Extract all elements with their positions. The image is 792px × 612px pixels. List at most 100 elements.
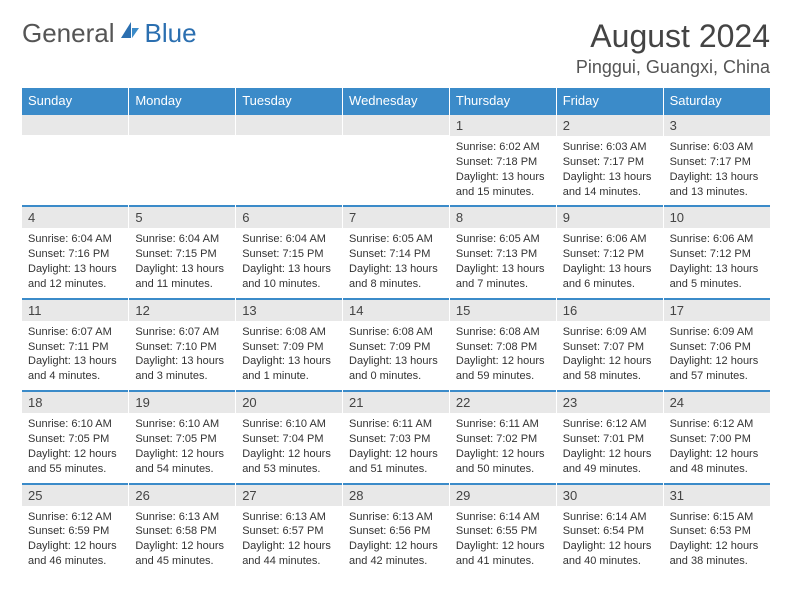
calendar-day-cell: 30Sunrise: 6:14 AMSunset: 6:54 PMDayligh… — [556, 483, 663, 575]
sunrise-line: Sunrise: 6:04 AM — [242, 232, 336, 247]
daylight-line: Daylight: 12 hours and 45 minutes. — [135, 539, 229, 569]
calendar-day-cell: 20Sunrise: 6:10 AMSunset: 7:04 PMDayligh… — [236, 390, 343, 482]
title-block: August 2024 Pinggui, Guangxi, China — [576, 18, 770, 78]
day-details: Sunrise: 6:04 AMSunset: 7:15 PMDaylight:… — [129, 228, 235, 297]
day-number: 23 — [557, 390, 663, 413]
day-details: Sunrise: 6:10 AMSunset: 7:05 PMDaylight:… — [22, 413, 128, 482]
day-details: Sunrise: 6:05 AMSunset: 7:13 PMDaylight:… — [450, 228, 556, 297]
sunset-line: Sunset: 7:17 PM — [670, 155, 764, 170]
day-details: Sunrise: 6:10 AMSunset: 7:04 PMDaylight:… — [236, 413, 342, 482]
sail-icon — [119, 18, 141, 49]
column-header: Wednesday — [343, 88, 450, 113]
calendar-day-cell: 5Sunrise: 6:04 AMSunset: 7:15 PMDaylight… — [129, 205, 236, 297]
day-details: Sunrise: 6:12 AMSunset: 7:01 PMDaylight:… — [557, 413, 663, 482]
day-number: 3 — [664, 113, 770, 136]
sunrise-line: Sunrise: 6:11 AM — [349, 417, 443, 432]
sunrise-line: Sunrise: 6:14 AM — [563, 510, 657, 525]
daylight-line: Daylight: 13 hours and 15 minutes. — [456, 170, 550, 200]
sunset-line: Sunset: 7:14 PM — [349, 247, 443, 262]
empty-day-header — [22, 113, 128, 135]
sunset-line: Sunset: 7:18 PM — [456, 155, 550, 170]
logo-text-blue: Blue — [145, 18, 197, 49]
day-details: Sunrise: 6:13 AMSunset: 6:57 PMDaylight:… — [236, 506, 342, 575]
calendar-day-cell: 8Sunrise: 6:05 AMSunset: 7:13 PMDaylight… — [449, 205, 556, 297]
calendar-day-cell: 28Sunrise: 6:13 AMSunset: 6:56 PMDayligh… — [343, 483, 450, 575]
daylight-line: Daylight: 13 hours and 1 minute. — [242, 354, 336, 384]
daylight-line: Daylight: 12 hours and 41 minutes. — [456, 539, 550, 569]
sunset-line: Sunset: 7:01 PM — [563, 432, 657, 447]
logo-text-general: General — [22, 18, 115, 49]
column-header: Monday — [129, 88, 236, 113]
sunset-line: Sunset: 7:05 PM — [28, 432, 122, 447]
sunset-line: Sunset: 6:54 PM — [563, 524, 657, 539]
day-details: Sunrise: 6:14 AMSunset: 6:55 PMDaylight:… — [450, 506, 556, 575]
day-number: 11 — [22, 298, 128, 321]
daylight-line: Daylight: 13 hours and 10 minutes. — [242, 262, 336, 292]
daylight-line: Daylight: 12 hours and 53 minutes. — [242, 447, 336, 477]
day-details: Sunrise: 6:12 AMSunset: 7:00 PMDaylight:… — [664, 413, 770, 482]
calendar-day-cell: 25Sunrise: 6:12 AMSunset: 6:59 PMDayligh… — [22, 483, 129, 575]
day-details: Sunrise: 6:10 AMSunset: 7:05 PMDaylight:… — [129, 413, 235, 482]
day-number: 9 — [557, 205, 663, 228]
sunset-line: Sunset: 7:16 PM — [28, 247, 122, 262]
day-number: 31 — [664, 483, 770, 506]
sunrise-line: Sunrise: 6:08 AM — [456, 325, 550, 340]
calendar-week-row: 11Sunrise: 6:07 AMSunset: 7:11 PMDayligh… — [22, 298, 770, 390]
sunrise-line: Sunrise: 6:06 AM — [563, 232, 657, 247]
daylight-line: Daylight: 13 hours and 12 minutes. — [28, 262, 122, 292]
daylight-line: Daylight: 13 hours and 5 minutes. — [670, 262, 764, 292]
sunrise-line: Sunrise: 6:09 AM — [670, 325, 764, 340]
day-details: Sunrise: 6:06 AMSunset: 7:12 PMDaylight:… — [557, 228, 663, 297]
sunrise-line: Sunrise: 6:07 AM — [28, 325, 122, 340]
calendar-day-cell: 15Sunrise: 6:08 AMSunset: 7:08 PMDayligh… — [449, 298, 556, 390]
empty-day-header — [343, 113, 449, 135]
day-number: 1 — [450, 113, 556, 136]
calendar-day-cell: 26Sunrise: 6:13 AMSunset: 6:58 PMDayligh… — [129, 483, 236, 575]
calendar-table: SundayMondayTuesdayWednesdayThursdayFrid… — [22, 88, 770, 575]
day-number: 4 — [22, 205, 128, 228]
calendar-day-cell: 1Sunrise: 6:02 AMSunset: 7:18 PMDaylight… — [449, 113, 556, 205]
calendar-day-cell: 21Sunrise: 6:11 AMSunset: 7:03 PMDayligh… — [343, 390, 450, 482]
sunrise-line: Sunrise: 6:08 AM — [242, 325, 336, 340]
day-details: Sunrise: 6:08 AMSunset: 7:08 PMDaylight:… — [450, 321, 556, 390]
sunrise-line: Sunrise: 6:09 AM — [563, 325, 657, 340]
daylight-line: Daylight: 12 hours and 38 minutes. — [670, 539, 764, 569]
sunset-line: Sunset: 7:08 PM — [456, 340, 550, 355]
sunset-line: Sunset: 7:09 PM — [242, 340, 336, 355]
day-details: Sunrise: 6:12 AMSunset: 6:59 PMDaylight:… — [22, 506, 128, 575]
day-details: Sunrise: 6:09 AMSunset: 7:06 PMDaylight:… — [664, 321, 770, 390]
day-number: 21 — [343, 390, 449, 413]
calendar-empty-cell — [129, 113, 236, 205]
calendar-empty-cell — [343, 113, 450, 205]
calendar-day-cell: 6 Sunrise: 6:04 AMSunset: 7:15 PMDaylight… — [236, 205, 343, 297]
day-number: 27 — [236, 483, 342, 506]
sunrise-line: Sunrise: 6:10 AM — [135, 417, 229, 432]
calendar-day-cell: 16Sunrise: 6:09 AMSunset: 7:07 PMDayligh… — [556, 298, 663, 390]
daylight-line: Daylight: 13 hours and 14 minutes. — [563, 170, 657, 200]
calendar-day-cell: 13Sunrise: 6:08 AMSunset: 7:09 PMDayligh… — [236, 298, 343, 390]
daylight-line: Daylight: 12 hours and 42 minutes. — [349, 539, 443, 569]
day-number: 28 — [343, 483, 449, 506]
day-details: Sunrise: 6:13 AMSunset: 6:56 PMDaylight:… — [343, 506, 449, 575]
day-number: 5 — [129, 205, 235, 228]
sunrise-line: Sunrise: 6:03 AM — [670, 140, 764, 155]
sunset-line: Sunset: 7:12 PM — [563, 247, 657, 262]
daylight-line: Daylight: 12 hours and 46 minutes. — [28, 539, 122, 569]
sunset-line: Sunset: 6:58 PM — [135, 524, 229, 539]
sunrise-line: Sunrise: 6:10 AM — [242, 417, 336, 432]
day-number: 6 — [236, 205, 342, 228]
sunset-line: Sunset: 6:57 PM — [242, 524, 336, 539]
column-header: Saturday — [663, 88, 770, 113]
sunrise-line: Sunrise: 6:08 AM — [349, 325, 443, 340]
sunset-line: Sunset: 7:15 PM — [242, 247, 336, 262]
calendar-day-cell: 23Sunrise: 6:12 AMSunset: 7:01 PMDayligh… — [556, 390, 663, 482]
calendar-body: 1Sunrise: 6:02 AMSunset: 7:18 PMDaylight… — [22, 113, 770, 575]
daylight-line: Daylight: 13 hours and 7 minutes. — [456, 262, 550, 292]
sunset-line: Sunset: 7:10 PM — [135, 340, 229, 355]
calendar-empty-cell — [236, 113, 343, 205]
calendar-day-cell: 3Sunrise: 6:03 AMSunset: 7:17 PMDaylight… — [663, 113, 770, 205]
sunset-line: Sunset: 6:56 PM — [349, 524, 443, 539]
day-number: 8 — [450, 205, 556, 228]
calendar-empty-cell — [22, 113, 129, 205]
sunset-line: Sunset: 6:55 PM — [456, 524, 550, 539]
